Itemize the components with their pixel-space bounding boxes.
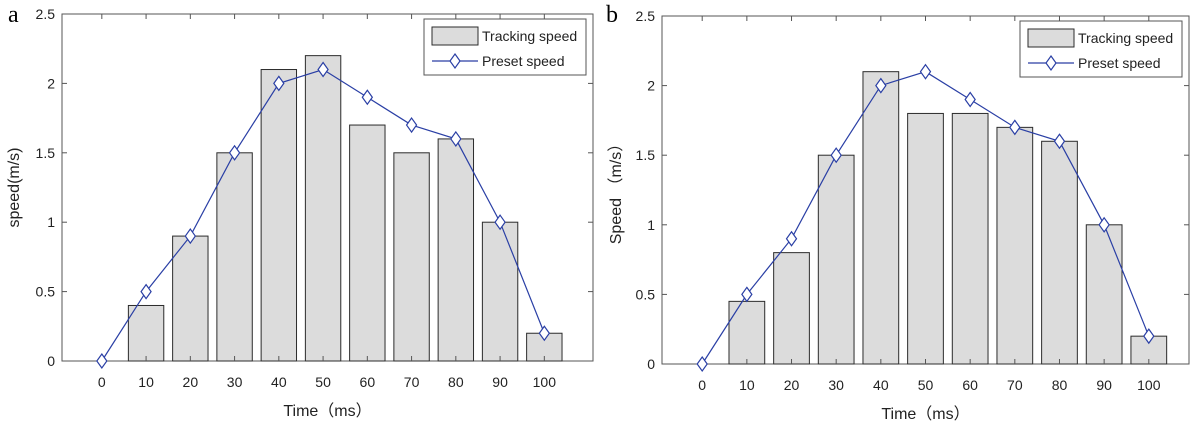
bar [996,126,1034,365]
x-tick-label: 80 [1052,377,1068,393]
preset-speed-marker [964,91,976,108]
legend-label-preset: Preset speed [1078,55,1161,71]
preset-speed-marker [494,214,506,231]
x-tick-label: 10 [138,374,154,390]
legend-label-tracking: Tracking speed [1078,30,1173,46]
x-tick-label: 0 [698,377,706,393]
x-tick-label: 20 [784,377,800,393]
bar [862,71,900,365]
x-tick-label: 20 [183,374,199,390]
preset-speed-marker [1143,328,1155,345]
legend-label-tracking: Tracking speed [482,28,577,44]
preset-speed-marker [96,352,108,370]
y-tick-label: 2 [47,75,55,91]
preset-speed-marker [405,117,418,134]
preset-speed-marker [1098,216,1110,233]
y-tick-label: 0.5 [636,286,656,302]
y-tick-label: 2.5 [36,6,56,22]
y-tick-label: 1 [47,214,55,230]
y-tick-label: 2 [647,78,655,94]
x-tick-label: 70 [404,374,420,390]
x-tick-label: 60 [962,377,978,393]
x-tick-label: 100 [1137,377,1161,393]
legend-bar-swatch [431,26,479,46]
x-tick-label: 50 [315,374,331,390]
bar [481,221,519,362]
bar [907,112,944,365]
x-tick-label: 90 [492,374,508,390]
bar [127,304,165,362]
bar [1085,224,1123,365]
chart-panel-a: a 0 0.5 1 1.5 2 2.5 0 10 20 30 40 50 60 70 80 90 100 Time… [6,2,594,420]
x-tick-label: 60 [360,374,376,390]
bar [1041,140,1078,365]
x-tick-label: 80 [448,374,464,390]
bar [393,152,430,362]
preset-speed-marker [273,75,285,92]
preset-speed-marker [1053,133,1066,150]
bar [260,69,298,362]
preset-speed-marker [317,61,329,78]
y-tick-label: 2.5 [636,8,656,24]
y-axis-label: Speed （m/s） [607,136,625,245]
y-tick-label: 1.5 [36,145,56,161]
x-tick-label: 50 [918,377,934,393]
bar [728,300,766,365]
y-tick-label: 1 [647,217,655,233]
x-tick-label: 100 [533,374,557,390]
y-tick-label: 0 [47,353,55,369]
y-axis-label: speed(m/s) [6,147,23,227]
preset-speed-marker [140,283,152,300]
preset-speed-marker [919,63,932,80]
preset-speed-marker [875,77,887,94]
panel-label: a [8,2,19,28]
x-tick-label: 90 [1096,377,1112,393]
legend-diamond-icon [1045,54,1057,72]
preset-speed-marker [1009,119,1021,136]
x-tick-label: 70 [1007,377,1023,393]
x-tick-label: 40 [873,377,889,393]
preset-speed-marker [538,325,551,342]
y-tick-label: 0.5 [36,284,56,300]
bar [773,252,810,365]
legend-diamond-icon [449,52,461,70]
preset-speed-marker [228,144,241,161]
bar [437,138,475,362]
legend-label-preset: Preset speed [482,53,565,69]
preset-speed-marker [184,228,197,245]
x-tick-label: 40 [271,374,287,390]
bar [304,55,342,362]
preset-speed-marker [361,89,374,106]
legend-bar-swatch [1027,28,1075,48]
bar [817,154,855,365]
y-tick-label: 0 [647,356,655,372]
panel-label: b [606,2,618,28]
x-axis-label: Time（ms） [881,405,969,423]
chart-a: 0 0.5 1 1.5 2 2.5 0 10 20 30 40 50 60 70 80 90 100 Time（m… [6,6,594,420]
preset-speed-marker [830,147,842,164]
bar [216,152,253,362]
x-tick-label: 30 [828,377,844,393]
x-tick-label: 10 [739,377,755,393]
bar [951,112,989,365]
preset-speed-marker [741,286,753,303]
x-tick-label: 0 [98,374,106,390]
bar [349,124,386,362]
chart-panel-b: b 0 0.5 1 1.5 2 2.5 0 10 20 30 40 50 60 70 80 90 100 Time… [600,0,1200,425]
bar [172,235,209,362]
chart-b: 0 0.5 1 1.5 2 2.5 0 10 20 30 40 50 60 70 80 90 100 Time（m… [607,8,1190,423]
preset-speed-marker [450,130,462,147]
x-tick-label: 30 [227,374,243,390]
preset-speed-marker [696,355,708,373]
preset-speed-marker [785,230,798,247]
y-tick-label: 1.5 [636,147,656,163]
x-axis-label: Time（ms） [283,402,371,420]
